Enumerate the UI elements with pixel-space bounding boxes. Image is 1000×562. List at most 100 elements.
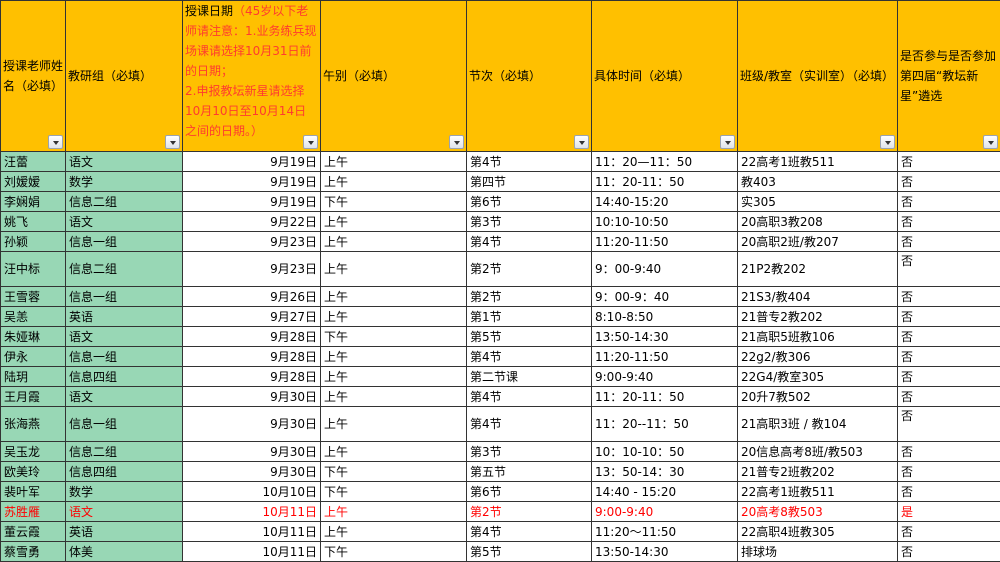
- cell-period[interactable]: 上午: [320, 521, 467, 542]
- cell-star-selection[interactable]: 否: [897, 441, 1000, 462]
- cell-teacher-name[interactable]: 苏胜雁: [0, 501, 66, 522]
- cell-group[interactable]: 信息四组: [65, 461, 183, 482]
- cell-teacher-name[interactable]: 汪蕾: [0, 151, 66, 172]
- cell-time[interactable]: 13:50-14:30: [591, 326, 738, 347]
- filter-dropdown-icon[interactable]: [449, 135, 464, 149]
- cell-date[interactable]: 9月28日: [182, 326, 321, 347]
- cell-time[interactable]: 10:10-10:50: [591, 211, 738, 232]
- cell-teacher-name[interactable]: 王雪蓉: [0, 286, 66, 307]
- cell-date[interactable]: 9月28日: [182, 366, 321, 387]
- cell-lesson[interactable]: 第4节: [466, 521, 592, 542]
- filter-dropdown-icon[interactable]: [720, 135, 735, 149]
- cell-time[interactable]: 9:00-9:40: [591, 366, 738, 387]
- cell-time[interactable]: 11：20-11：50: [591, 386, 738, 407]
- cell-teacher-name[interactable]: 欧美玲: [0, 461, 66, 482]
- cell-lesson[interactable]: 第2节: [466, 286, 592, 307]
- cell-lesson[interactable]: 第2节: [466, 251, 592, 287]
- cell-lesson[interactable]: 第2节: [466, 501, 592, 522]
- cell-teacher-name[interactable]: 刘嫒嫒: [0, 171, 66, 192]
- cell-lesson[interactable]: 第5节: [466, 326, 592, 347]
- cell-period[interactable]: 下午: [320, 326, 467, 347]
- cell-classroom[interactable]: 21高职5班教106: [737, 326, 898, 347]
- filter-dropdown-icon[interactable]: [880, 135, 895, 149]
- cell-time[interactable]: 9:00-9:40: [591, 501, 738, 522]
- cell-teacher-name[interactable]: 朱娅琳: [0, 326, 66, 347]
- cell-classroom[interactable]: 21普专2班教202: [737, 461, 898, 482]
- cell-date[interactable]: 9月30日: [182, 441, 321, 462]
- cell-period[interactable]: 上午: [320, 406, 467, 442]
- cell-star-selection[interactable]: 否: [897, 541, 1000, 562]
- cell-classroom[interactable]: 20高职2班/教207: [737, 231, 898, 252]
- cell-lesson[interactable]: 第4节: [466, 406, 592, 442]
- cell-group[interactable]: 语文: [65, 326, 183, 347]
- cell-date[interactable]: 10月11日: [182, 521, 321, 542]
- cell-star-selection[interactable]: 否: [897, 521, 1000, 542]
- cell-period[interactable]: 上午: [320, 386, 467, 407]
- cell-group[interactable]: 语文: [65, 151, 183, 172]
- cell-lesson[interactable]: 第4节: [466, 151, 592, 172]
- cell-classroom[interactable]: 21普专2教202: [737, 306, 898, 327]
- cell-teacher-name[interactable]: 吴恙: [0, 306, 66, 327]
- cell-date[interactable]: 9月23日: [182, 231, 321, 252]
- cell-classroom[interactable]: 21P2教202: [737, 251, 898, 287]
- cell-teacher-name[interactable]: 吴玉龙: [0, 441, 66, 462]
- cell-star-selection[interactable]: 否: [897, 406, 1000, 442]
- cell-period[interactable]: 上午: [320, 231, 467, 252]
- cell-date[interactable]: 10月10日: [182, 481, 321, 502]
- cell-lesson[interactable]: 第四节: [466, 171, 592, 192]
- cell-group[interactable]: 体美: [65, 541, 183, 562]
- cell-teacher-name[interactable]: 汪中标: [0, 251, 66, 287]
- cell-time[interactable]: 11：20-11：50: [591, 171, 738, 192]
- filter-dropdown-icon[interactable]: [983, 135, 998, 149]
- filter-dropdown-icon[interactable]: [574, 135, 589, 149]
- cell-group[interactable]: 英语: [65, 521, 183, 542]
- cell-time[interactable]: 14:40 - 15:20: [591, 481, 738, 502]
- cell-teacher-name[interactable]: 孙颖: [0, 231, 66, 252]
- cell-group[interactable]: 数学: [65, 171, 183, 192]
- cell-classroom[interactable]: 22高职4班教305: [737, 521, 898, 542]
- cell-period[interactable]: 上午: [320, 171, 467, 192]
- cell-star-selection[interactable]: 是: [897, 501, 1000, 522]
- cell-teacher-name[interactable]: 蔡雪勇: [0, 541, 66, 562]
- cell-group[interactable]: 数学: [65, 481, 183, 502]
- cell-star-selection[interactable]: 否: [897, 461, 1000, 482]
- cell-period[interactable]: 上午: [320, 306, 467, 327]
- cell-time[interactable]: 9：00-9:40: [591, 251, 738, 287]
- cell-lesson[interactable]: 第4节: [466, 386, 592, 407]
- cell-lesson[interactable]: 第4节: [466, 346, 592, 367]
- cell-period[interactable]: 上午: [320, 151, 467, 172]
- cell-star-selection[interactable]: 否: [897, 306, 1000, 327]
- cell-date[interactable]: 9月19日: [182, 151, 321, 172]
- cell-lesson[interactable]: 第6节: [466, 481, 592, 502]
- cell-classroom[interactable]: 22G4/教室305: [737, 366, 898, 387]
- cell-period[interactable]: 上午: [320, 441, 467, 462]
- cell-group[interactable]: 信息二组: [65, 251, 183, 287]
- cell-classroom[interactable]: 21高职3班 / 教104: [737, 406, 898, 442]
- cell-group[interactable]: 信息一组: [65, 286, 183, 307]
- cell-date[interactable]: 9月19日: [182, 171, 321, 192]
- cell-star-selection[interactable]: 否: [897, 386, 1000, 407]
- cell-teacher-name[interactable]: 伊永: [0, 346, 66, 367]
- cell-lesson[interactable]: 第4节: [466, 231, 592, 252]
- cell-period[interactable]: 上午: [320, 211, 467, 232]
- cell-time[interactable]: 13：50-14：30: [591, 461, 738, 482]
- cell-classroom[interactable]: 20高职3教208: [737, 211, 898, 232]
- cell-lesson[interactable]: 第五节: [466, 461, 592, 482]
- cell-classroom[interactable]: 排球场: [737, 541, 898, 562]
- cell-period[interactable]: 上午: [320, 346, 467, 367]
- cell-group[interactable]: 语文: [65, 211, 183, 232]
- cell-star-selection[interactable]: 否: [897, 366, 1000, 387]
- cell-group[interactable]: 信息一组: [65, 406, 183, 442]
- cell-period[interactable]: 下午: [320, 461, 467, 482]
- cell-classroom[interactable]: 21S3/教404: [737, 286, 898, 307]
- cell-star-selection[interactable]: 否: [897, 231, 1000, 252]
- cell-teacher-name[interactable]: 裴叶军: [0, 481, 66, 502]
- cell-time[interactable]: 9：00-9：40: [591, 286, 738, 307]
- cell-group[interactable]: 语文: [65, 501, 183, 522]
- cell-time[interactable]: 11:20-11:50: [591, 231, 738, 252]
- cell-group[interactable]: 信息二组: [65, 441, 183, 462]
- cell-time[interactable]: 11：20--11：50: [591, 406, 738, 442]
- filter-dropdown-icon[interactable]: [165, 135, 180, 149]
- cell-date[interactable]: 9月27日: [182, 306, 321, 327]
- filter-dropdown-icon[interactable]: [48, 135, 63, 149]
